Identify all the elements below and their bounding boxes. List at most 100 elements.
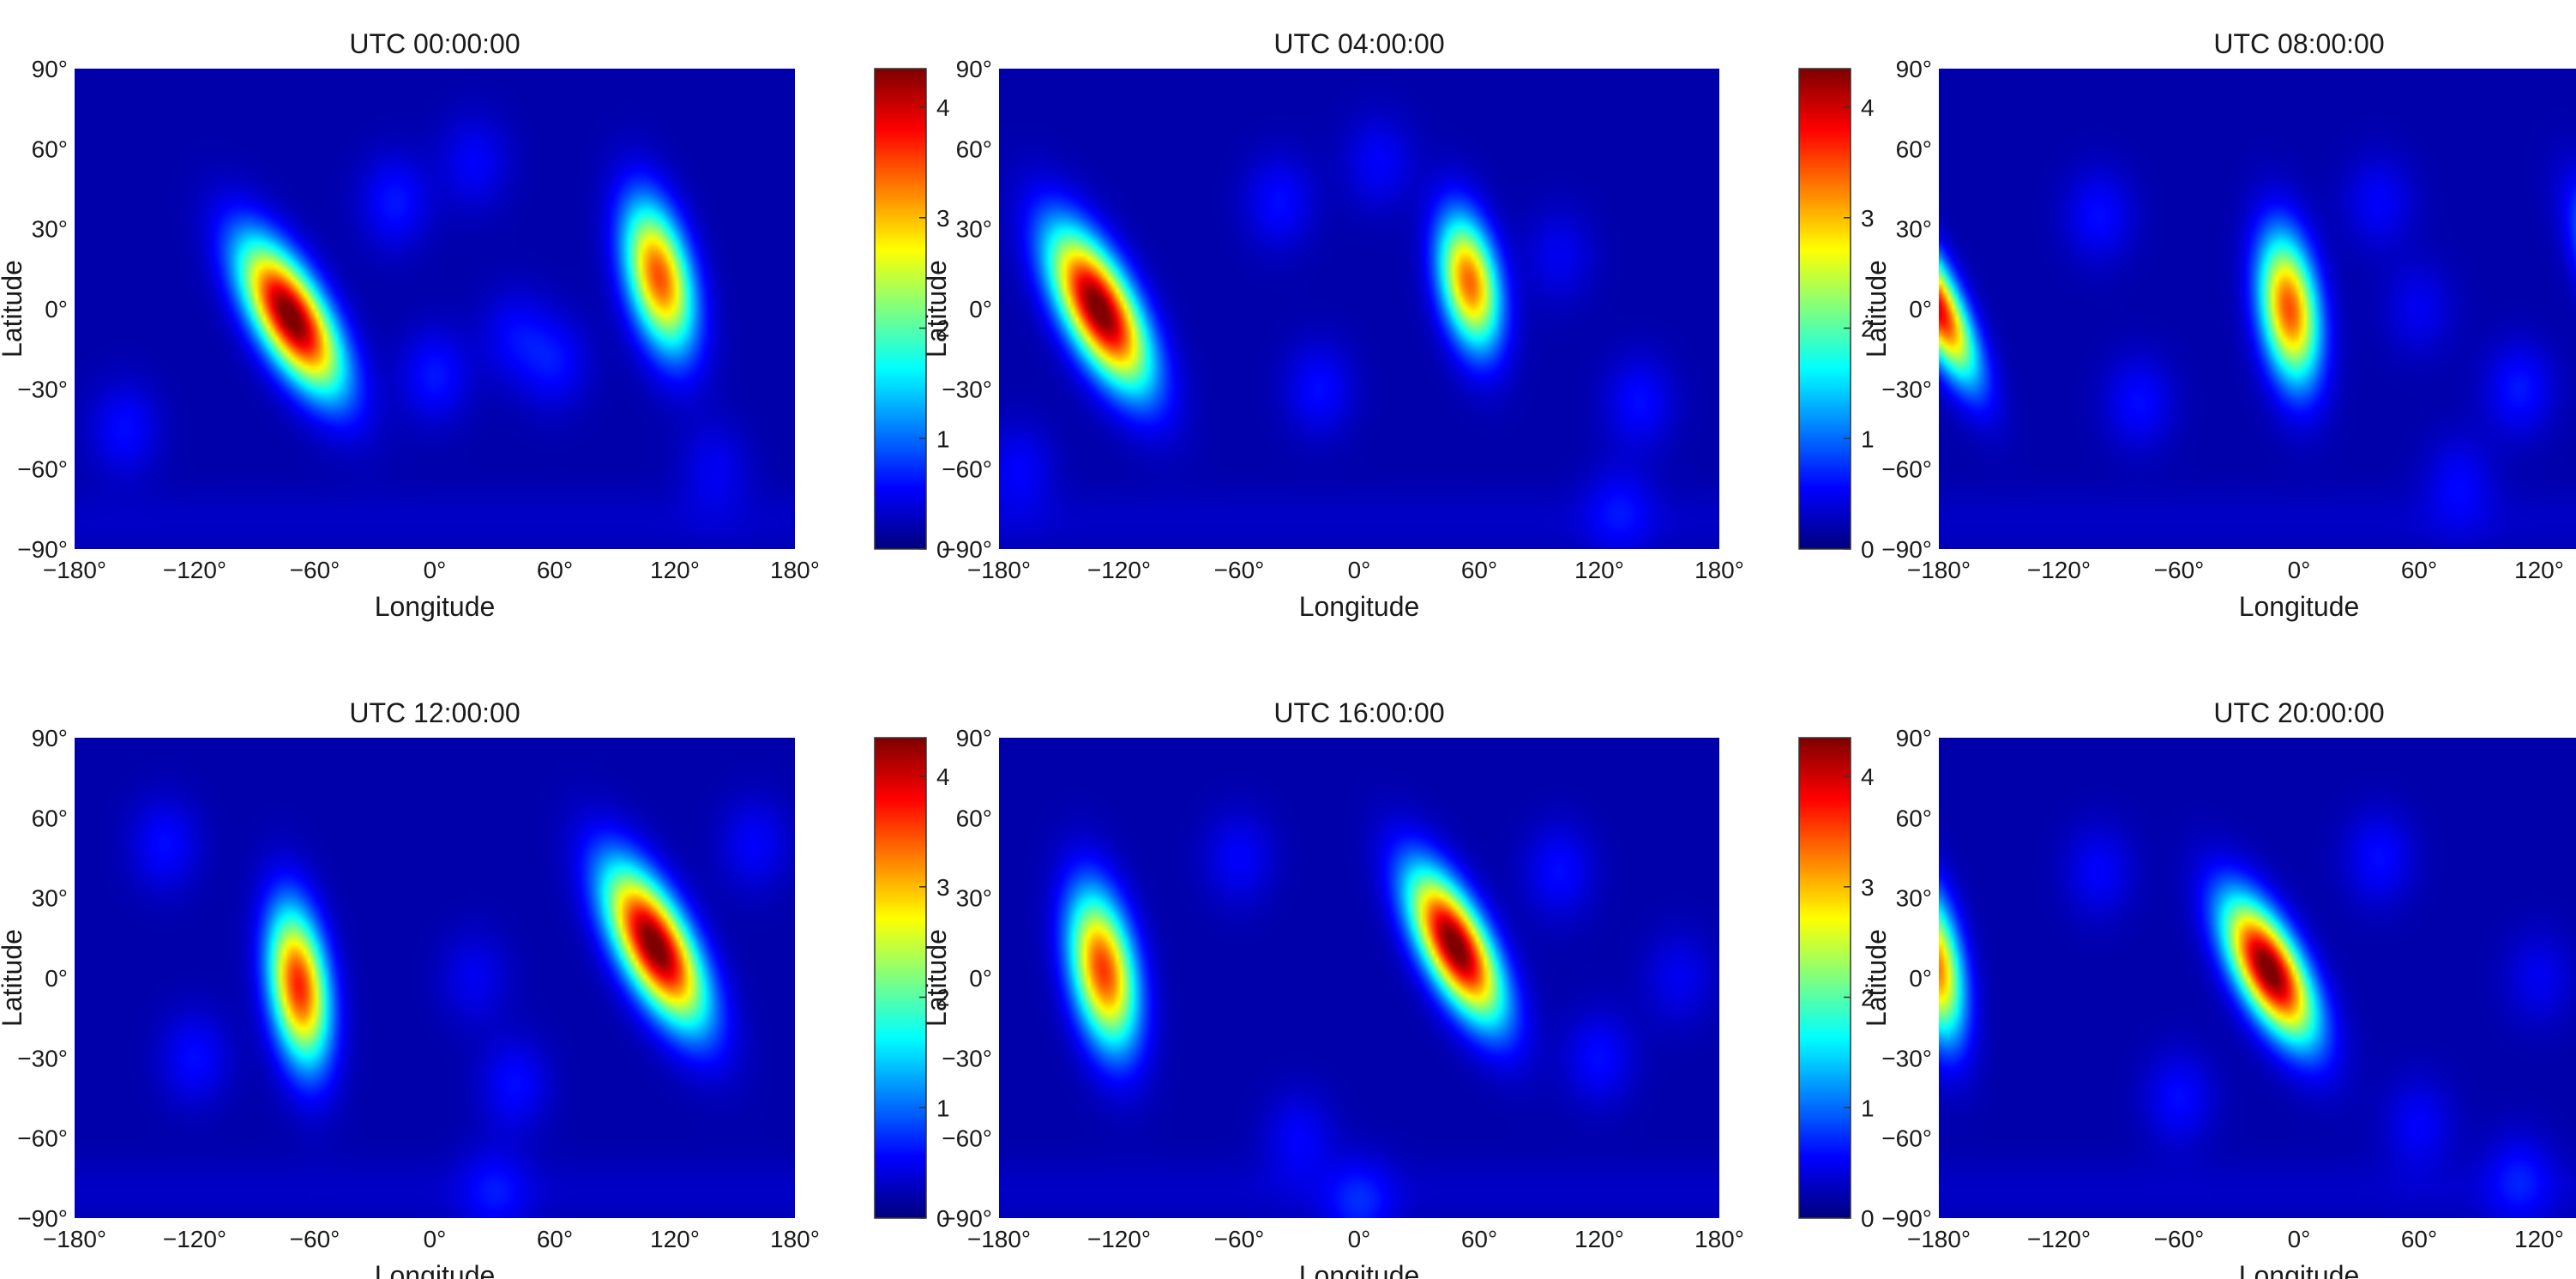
heatmap-image xyxy=(1939,69,2576,549)
colorbar-tick-label: 2 xyxy=(1861,985,1875,1011)
x-axis-label: Longitude xyxy=(1299,1260,1420,1279)
y-tick-label: −90° xyxy=(1881,536,1932,563)
x-tick-label: 180° xyxy=(770,557,820,583)
heatmap-image xyxy=(1939,738,2576,1218)
panel-title: UTC 04:00:00 xyxy=(1273,28,1444,59)
heatmap-panel: UTC 16:00:00−90°−60°−30°0°30°60°90°−180°… xyxy=(921,697,1875,1279)
x-tick-label: 180° xyxy=(1694,557,1744,583)
x-tick-label: 120° xyxy=(650,557,700,583)
y-tick-label: 0° xyxy=(969,296,992,323)
y-tick-label: 0° xyxy=(969,965,992,992)
y-tick-label: 90° xyxy=(32,56,68,82)
y-tick-label: −30° xyxy=(17,1045,68,1071)
colorbar-tick-label: 2 xyxy=(1861,316,1875,342)
y-tick-label: −30° xyxy=(1881,376,1932,402)
colorbar-tick-label: 0 xyxy=(936,536,950,563)
x-tick-label: 120° xyxy=(1574,557,1624,583)
x-tick-label: −120° xyxy=(2027,1226,2091,1252)
x-tick-label: −60° xyxy=(290,1226,340,1252)
y-tick-label: −60° xyxy=(1881,1125,1932,1152)
y-axis-label: Latitude xyxy=(0,929,27,1027)
x-tick-label: 180° xyxy=(1694,1226,1744,1252)
x-tick-label: 120° xyxy=(650,1226,700,1252)
x-tick-label: 0° xyxy=(1348,1226,1371,1252)
colorbar-tick-label: 3 xyxy=(936,205,950,232)
y-tick-label: −60° xyxy=(17,1125,68,1152)
colorbar-tick-label: 4 xyxy=(1861,763,1875,790)
colorbar-tick-label: 2 xyxy=(936,985,950,1011)
panel-title: UTC 16:00:00 xyxy=(1273,697,1444,728)
y-tick-label: 0° xyxy=(1909,965,1932,992)
x-tick-label: 180° xyxy=(770,1226,820,1252)
y-tick-label: 60° xyxy=(956,136,992,162)
colorbar xyxy=(875,69,926,549)
heatmap-image xyxy=(75,69,795,549)
x-tick-label: −180° xyxy=(43,1226,106,1252)
x-axis-label: Longitude xyxy=(375,1260,496,1279)
y-tick-label: 60° xyxy=(32,136,68,162)
panel-title: UTC 08:00:00 xyxy=(2213,28,2384,59)
heatmap-image xyxy=(75,738,795,1218)
x-tick-label: 120° xyxy=(2514,557,2564,583)
y-tick-label: 0° xyxy=(45,296,68,323)
colorbar-tick-label: 1 xyxy=(936,1095,950,1121)
y-tick-label: 90° xyxy=(1896,725,1932,751)
colorbar-tick-label: 2 xyxy=(936,316,950,342)
colorbar-frame xyxy=(1798,68,1851,550)
y-tick-label: −90° xyxy=(1881,1205,1932,1232)
colorbar-frame xyxy=(1798,737,1851,1219)
colorbar-tick-label: 3 xyxy=(1861,874,1875,901)
y-tick-label: 90° xyxy=(1896,56,1932,82)
x-tick-label: 60° xyxy=(2401,1226,2437,1252)
y-tick-label: 90° xyxy=(32,725,68,751)
panel-title: UTC 20:00:00 xyxy=(2213,697,2384,728)
x-tick-label: 0° xyxy=(424,557,447,583)
x-tick-label: −60° xyxy=(1214,557,1265,583)
y-tick-label: 30° xyxy=(956,216,992,243)
heatmap-image xyxy=(999,738,1719,1218)
x-tick-label: 60° xyxy=(2401,557,2437,583)
x-tick-label: −180° xyxy=(967,557,1031,583)
colorbar-tick-label: 1 xyxy=(1861,425,1875,452)
x-tick-label: 0° xyxy=(2288,1226,2311,1252)
y-axis-label: Latitude xyxy=(921,929,952,1027)
panel-title: UTC 00:00:00 xyxy=(349,28,520,59)
y-tick-label: 90° xyxy=(956,725,992,751)
y-tick-label: −30° xyxy=(942,376,992,402)
x-tick-label: −120° xyxy=(163,1226,226,1252)
x-tick-label: 120° xyxy=(1574,1226,1624,1252)
heatmap-image xyxy=(999,69,1719,549)
x-tick-label: −120° xyxy=(1087,557,1151,583)
colorbar-tick-label: 3 xyxy=(936,874,950,901)
heatmap-panel: UTC 00:00:00−90°−60°−30°0°30°60°90°−180°… xyxy=(0,28,950,622)
panel-title: UTC 12:00:00 xyxy=(349,697,520,728)
x-tick-label: 0° xyxy=(1348,557,1371,583)
colorbar xyxy=(1799,738,1851,1218)
y-tick-label: 30° xyxy=(32,216,68,243)
x-tick-label: 120° xyxy=(2514,1226,2564,1252)
y-axis-label: Latitude xyxy=(0,260,27,358)
y-tick-label: −60° xyxy=(1881,456,1932,483)
heatmap-panel: UTC 04:00:00−90°−60°−30°0°30°60°90°−180°… xyxy=(921,28,1875,622)
x-tick-label: −60° xyxy=(1214,1226,1265,1252)
y-axis-label: Latitude xyxy=(1861,929,1892,1027)
colorbar-tick-label: 4 xyxy=(1861,94,1875,121)
colorbar-frame xyxy=(874,737,927,1219)
x-tick-label: 0° xyxy=(424,1226,447,1252)
heatmap-panel: UTC 12:00:00−90°−60°−30°0°30°60°90°−180°… xyxy=(0,697,950,1279)
colorbar xyxy=(875,738,926,1218)
y-tick-label: −30° xyxy=(17,376,68,402)
colorbar-tick-label: 1 xyxy=(936,425,950,452)
x-tick-label: −180° xyxy=(1907,1226,1971,1252)
y-tick-label: 30° xyxy=(32,885,68,912)
x-tick-label: 60° xyxy=(537,557,573,583)
y-tick-label: −90° xyxy=(942,1205,992,1232)
colorbar-tick-label: 0 xyxy=(1861,536,1875,563)
colorbar-tick-label: 4 xyxy=(936,94,950,121)
x-tick-label: −120° xyxy=(163,557,226,583)
colorbar-frame xyxy=(874,68,927,550)
x-tick-label: −180° xyxy=(967,1226,1031,1252)
y-tick-label: 60° xyxy=(1896,136,1932,162)
y-tick-label: −30° xyxy=(1881,1045,1932,1071)
